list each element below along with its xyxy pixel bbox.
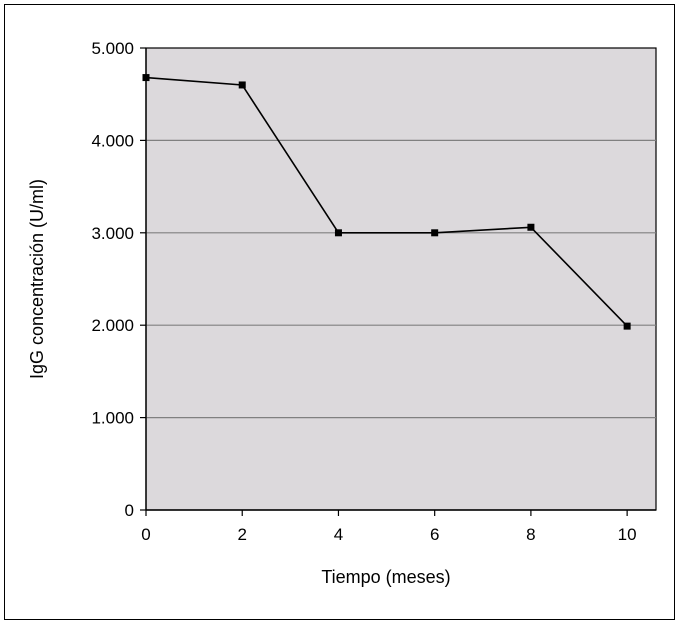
y-tick-label: 5.000 [91, 39, 134, 58]
x-tick-label: 6 [430, 525, 439, 544]
y-tick-label: 4.000 [91, 131, 134, 150]
data-point [238, 81, 246, 89]
x-tick-label: 2 [237, 525, 246, 544]
x-axis-ticks: 0 2 4 6 8 10 [141, 510, 637, 544]
y-tick-label: 2.000 [91, 316, 134, 335]
plot-area [145, 47, 657, 511]
data-point [527, 223, 535, 231]
y-axis-title: IgG concentración (U/ml) [27, 179, 47, 379]
data-point [431, 229, 439, 237]
series-line [145, 76, 628, 327]
y-tick-label: 0 [125, 501, 134, 520]
series-group [142, 74, 631, 330]
x-tick-label: 4 [334, 525, 343, 544]
y-tick-label: 1.000 [91, 409, 134, 428]
y-axis-ticks: 0 1.000 2.000 3.000 4.000 5.000 [91, 39, 146, 520]
axes [145, 48, 656, 511]
x-tick-label: 0 [141, 525, 150, 544]
x-tick-label: 8 [526, 525, 535, 544]
data-point [142, 74, 150, 82]
data-point [623, 322, 631, 330]
data-point [334, 229, 342, 237]
x-axis-title: Tiempo (meses) [321, 567, 450, 587]
y-tick-label: 3.000 [91, 224, 134, 243]
x-tick-label: 10 [618, 525, 637, 544]
